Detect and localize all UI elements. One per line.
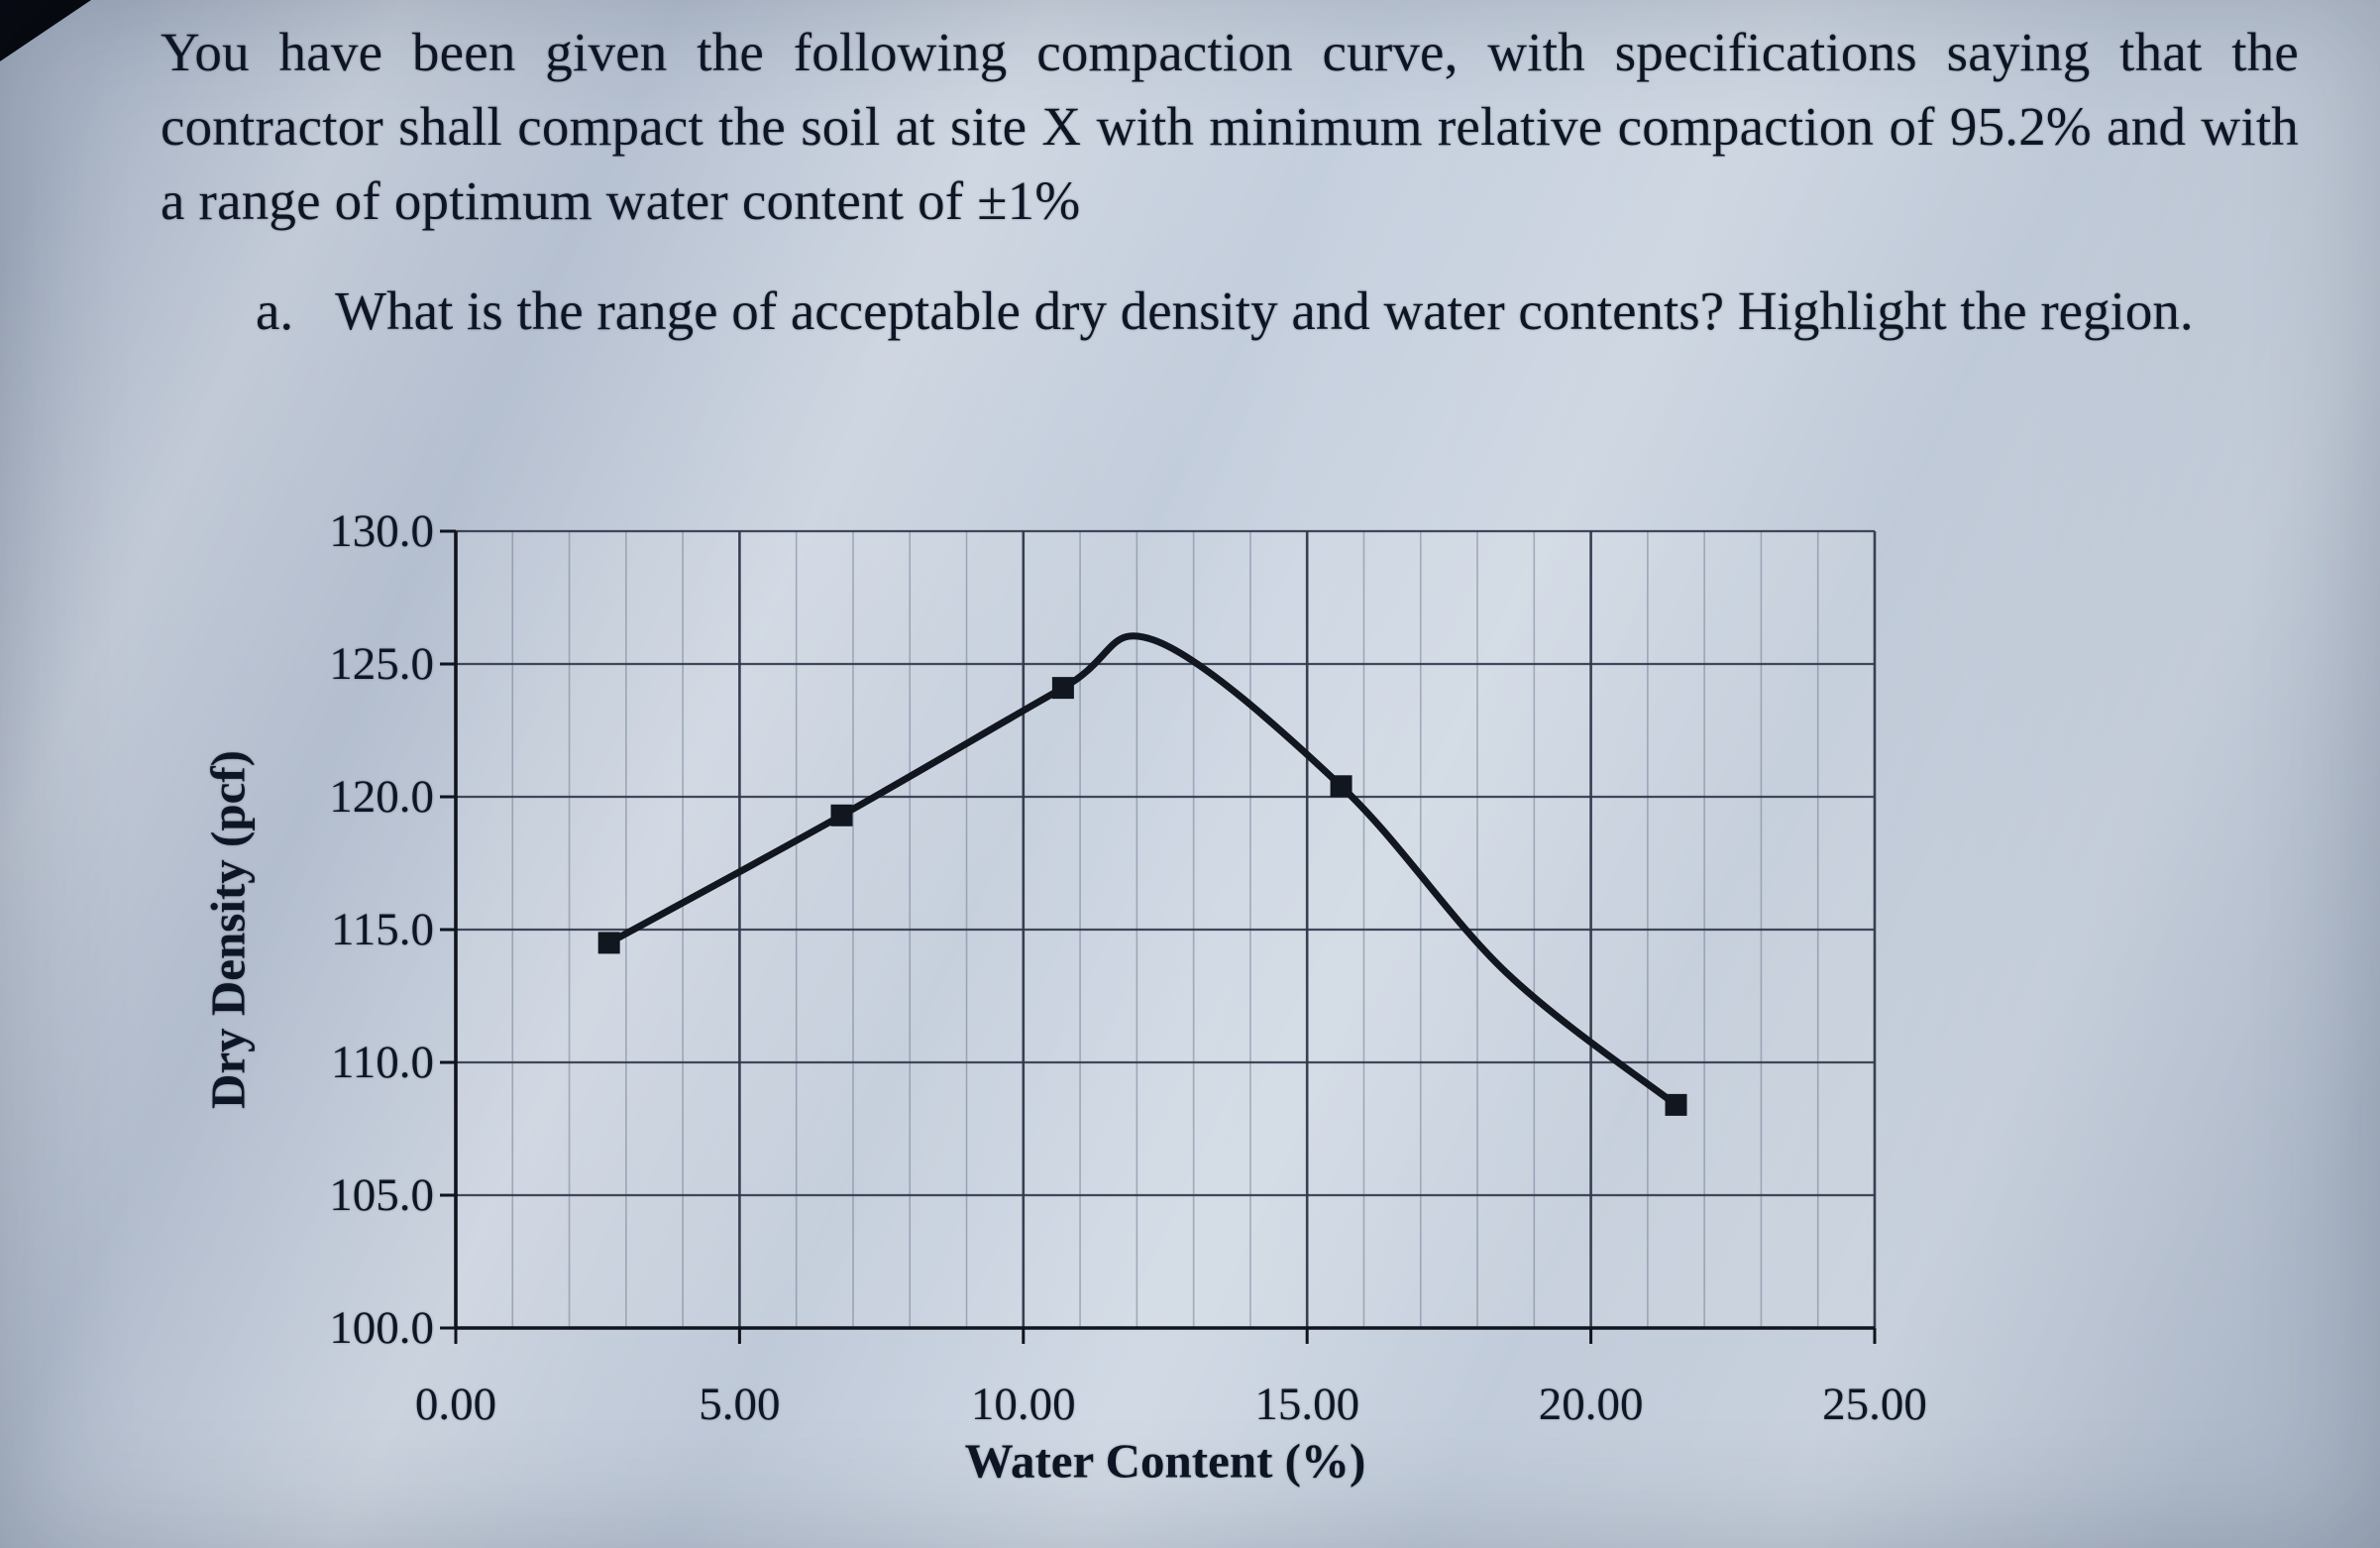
y-tick-label: 105.0 xyxy=(329,1169,434,1221)
question-item: a. What is the range of acceptable dry de… xyxy=(256,279,2194,342)
y-tick-label: 115.0 xyxy=(330,904,434,955)
data-point-marker xyxy=(830,804,853,827)
x-tick-label: 15.00 xyxy=(1254,1379,1360,1430)
question-item-text: What is the range of acceptable dry dens… xyxy=(335,280,2194,341)
y-tick-label: 100.0 xyxy=(329,1302,434,1354)
compaction-chart xyxy=(440,529,1877,1344)
x-tick-label: 25.00 xyxy=(1822,1379,1927,1430)
y-axis-title: Dry Density (pcf) xyxy=(200,750,256,1109)
x-tick-label: 0.00 xyxy=(414,1379,497,1430)
x-tick-label: 10.00 xyxy=(970,1379,1076,1430)
y-tick-label: 125.0 xyxy=(329,638,434,690)
data-point-marker xyxy=(1330,775,1352,798)
x-axis-title: Water Content (%) xyxy=(964,1433,1366,1489)
y-tick-label: 130.0 xyxy=(329,505,434,557)
data-point-marker xyxy=(597,932,620,954)
data-point-marker xyxy=(1051,677,1074,700)
y-tick-label: 120.0 xyxy=(329,771,434,823)
x-tick-label: 20.00 xyxy=(1538,1379,1644,1430)
photo-corner-shadow xyxy=(0,0,91,61)
y-tick-label: 110.0 xyxy=(330,1037,434,1088)
compaction-curve-plot xyxy=(440,529,1877,1344)
data-point-marker xyxy=(1665,1093,1687,1116)
x-tick-label: 5.00 xyxy=(699,1379,781,1430)
question-item-label: a. xyxy=(256,280,294,341)
problem-statement: You have been given the following compac… xyxy=(161,22,2299,231)
